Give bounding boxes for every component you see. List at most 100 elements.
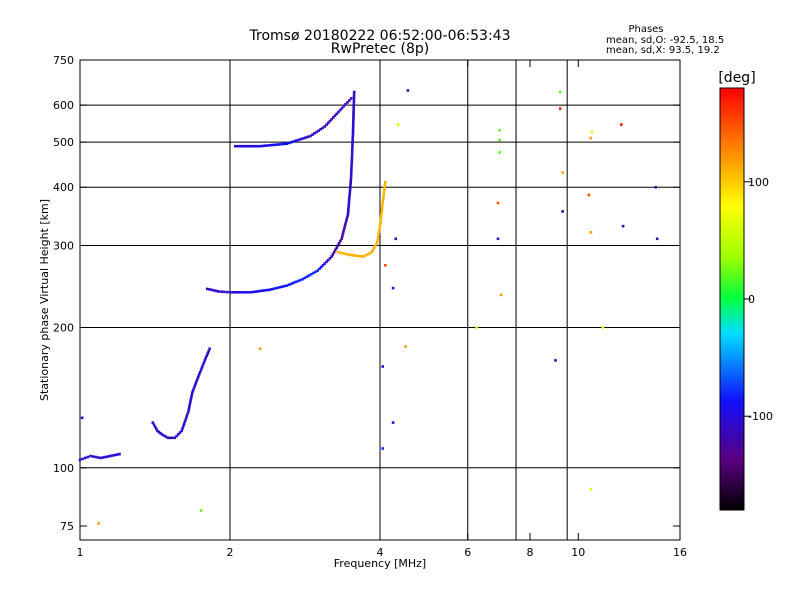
trace-point (337, 242, 341, 245)
trace-point (350, 160, 354, 164)
trace-point (351, 137, 354, 141)
trace-point (351, 132, 355, 136)
y-tick-label: 750 (53, 54, 74, 67)
trace-point (351, 143, 354, 146)
trace-point (217, 290, 221, 293)
y-tick-label: 400 (53, 181, 74, 194)
trace-point (349, 253, 353, 257)
trace-point (203, 359, 207, 362)
trace-point (348, 195, 351, 199)
trace-point (189, 398, 193, 401)
scatter-point (404, 345, 407, 348)
chart-title: Tromsø 20180222 06:52:00-06:53:43 (249, 28, 511, 44)
trace-point (177, 433, 180, 436)
trace-point (325, 260, 328, 264)
trace-point (347, 200, 351, 204)
trace-point (244, 144, 247, 148)
trace-point (349, 173, 353, 177)
trace-point (208, 288, 211, 291)
trace-point (239, 291, 242, 294)
trace-point (310, 272, 313, 276)
trace-point (346, 215, 349, 218)
trace-point (162, 434, 166, 437)
trace-point (382, 196, 385, 200)
trace-point (199, 368, 203, 372)
trace-point (379, 219, 382, 223)
trace-point (370, 251, 373, 254)
trace-point (197, 375, 200, 379)
trace-point (378, 227, 381, 231)
trace-point (352, 103, 356, 106)
trace-point (312, 271, 315, 275)
trace-point (99, 456, 102, 460)
trace-point (351, 127, 355, 131)
trace-point (258, 289, 262, 293)
scatter-point (589, 487, 593, 491)
trace-point (184, 417, 188, 421)
trace-point (350, 155, 354, 159)
trace-point (164, 435, 168, 438)
scatter-point (561, 210, 564, 213)
trace-point (287, 141, 291, 145)
scatter-point (498, 151, 501, 154)
trace-point (191, 389, 195, 392)
trace-point (258, 144, 262, 148)
trace-point (233, 291, 237, 294)
trace-point (241, 144, 245, 148)
trace-point (205, 354, 208, 358)
trace-point (236, 144, 240, 148)
trace-point (249, 291, 252, 294)
trace-point (344, 103, 347, 106)
trace-point (101, 456, 105, 459)
trace-point (223, 290, 226, 294)
trace-point (159, 431, 162, 435)
trace-point (352, 98, 356, 101)
trace-point (316, 269, 319, 272)
trace-point (315, 130, 318, 134)
trace-point (254, 144, 257, 148)
trace-point (256, 144, 260, 148)
trace-point (246, 291, 250, 294)
trace-point (187, 410, 190, 413)
trace-point (166, 436, 169, 440)
scatter-point (620, 123, 623, 126)
y-axis-label: Stationary phase Virtual Height [km] (38, 199, 51, 401)
trace-point (157, 430, 161, 434)
trace-point (304, 136, 307, 139)
scatter-point (499, 293, 503, 297)
trace-point (340, 106, 344, 110)
trace-point (283, 142, 286, 146)
trace-point (283, 284, 286, 288)
trace-point (152, 423, 156, 426)
trace-point (376, 240, 379, 244)
colorbar-tick-label: -100 (748, 410, 773, 423)
scatter-point (496, 237, 500, 241)
scatter-point (621, 224, 625, 228)
scatter-point (561, 171, 564, 174)
trace-point (350, 150, 354, 154)
trace-point (376, 238, 379, 241)
scatter-point (258, 347, 262, 351)
stats-o-line: mean, sd,O: -92.5, 18.5 (606, 35, 724, 46)
trace-point (309, 134, 312, 138)
trace-point (379, 214, 383, 218)
trace-point (351, 140, 354, 144)
scatter-point (384, 264, 387, 267)
trace-point (290, 140, 293, 144)
trace-point (352, 115, 355, 119)
scatter-point (589, 231, 593, 234)
trace-point (332, 250, 336, 254)
trace-point (244, 291, 247, 294)
trace-point (278, 286, 281, 289)
trace-point (251, 144, 255, 148)
scatter-point (381, 447, 384, 450)
trace-point (231, 291, 234, 294)
trace-point (350, 153, 354, 156)
trace-point (261, 144, 264, 148)
trace-point (278, 143, 281, 146)
trace-point (96, 456, 100, 459)
colorbar-label: [deg] (718, 70, 755, 86)
trace-point (381, 204, 384, 207)
trace-point (372, 246, 376, 250)
